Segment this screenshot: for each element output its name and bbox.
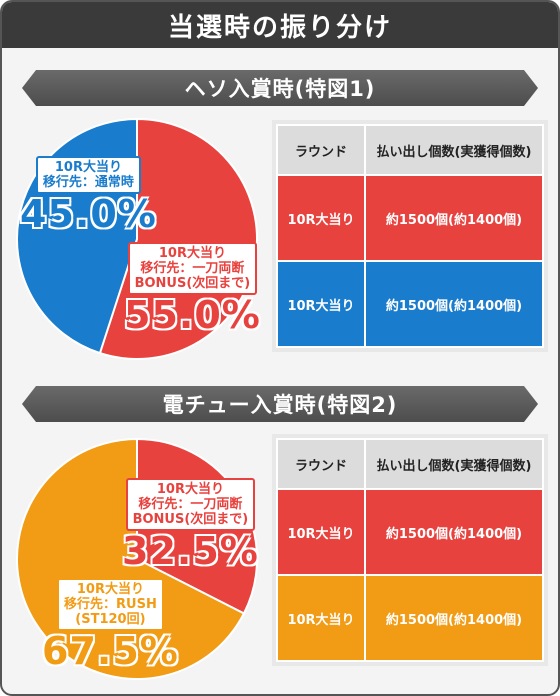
page-title: 当選時の振り分け (2, 2, 558, 48)
payout-table-1: ラウンド 払い出し個数(実獲得個数) 10R大当り 約1500個(約1400個)… (276, 124, 544, 348)
pie1-slice1-caption: 10R大当り 移行先：通常時 (35, 156, 141, 194)
pie2-slice2-line2: 移行先：RUSH (64, 597, 157, 612)
pie1-slice1-line2: 移行先：通常時 (42, 175, 134, 190)
pie1-slice1-percent: 45.0% (20, 192, 157, 236)
pie2-slice2-percent: 67.5% (42, 629, 179, 673)
table-row: 10R大当り 約1500個(約1400個) (276, 574, 544, 662)
table-row: 10R大当り 約1500個(約1400個) (276, 488, 544, 576)
payout-table-1-wrapper: ラウンド 払い出し個数(実獲得個数) 10R大当り 約1500個(約1400個)… (272, 120, 548, 352)
pie1-slice2-caption: 10R大当り 移行先：一刀両断 BONUS(次回まで) (127, 242, 258, 295)
pie1-slice2-percent: 55.0% (124, 293, 261, 337)
pie1-slice2-label: 10R大当り 移行先：一刀両断 BONUS(次回まで) 55.0% (124, 242, 261, 335)
payout-table-2-wrapper: ラウンド 払い出し個数(実獲得個数) 10R大当り 約1500個(約1400個)… (272, 434, 548, 666)
table1-row2-round: 10R大当り (276, 260, 366, 348)
section-heading-1: ヘソ入賞時(特図1) (22, 70, 538, 106)
table2-row2-payout: 約1500個(約1400個) (364, 574, 544, 662)
table2-row1-payout: 約1500個(約1400個) (364, 488, 544, 576)
table2-header-payout: 払い出し個数(実獲得個数) (364, 438, 544, 490)
pie1-slice1-label: 10R大当り 移行先：通常時 45.0% (20, 156, 157, 234)
table2-header-round: ラウンド (276, 438, 366, 490)
pie1-slice2-line2: 移行先：一刀両断 (140, 261, 245, 276)
pie1-slice2-line1: 10R大当り (158, 246, 226, 261)
table2-row1-round: 10R大当り (276, 488, 366, 576)
pie1-slice1-line1: 10R大当り (54, 160, 122, 175)
table1-header-round: ラウンド (276, 124, 366, 176)
pie2-slice1-caption: 10R大当り 移行先：一刀両断 BONUS(次回まで) (125, 478, 256, 531)
pie2-slice1-label: 10R大当り 移行先：一刀両断 BONUS(次回まで) 32.5% (122, 478, 259, 571)
pie2-slice2-line1: 10R大当り (76, 582, 144, 597)
pie2-slice2-line3: (ST120回) (75, 612, 146, 627)
table1-row1-payout: 約1500個(約1400個) (364, 174, 544, 262)
table-row: 10R大当り 約1500個(約1400個) (276, 260, 544, 348)
pie2-slice1-line2: 移行先：一刀両断 (138, 497, 243, 512)
table1-header-payout: 払い出し個数(実獲得個数) (364, 124, 544, 176)
table-row: 10R大当り 約1500個(約1400個) (276, 174, 544, 262)
pie1-slice2-line3: BONUS(次回まで) (134, 276, 251, 291)
table1-row2-payout: 約1500個(約1400個) (364, 260, 544, 348)
pie2-slice2-caption: 10R大当り 移行先：RUSH (ST120回) (57, 578, 164, 631)
section-heading-2: 電チュー入賞時(特図2) (22, 386, 538, 422)
table1-row1-round: 10R大当り (276, 174, 366, 262)
pie2-slice2-label: 10R大当り 移行先：RUSH (ST120回) 67.5% (42, 578, 179, 671)
pie2-slice1-line3: BONUS(次回まで) (132, 512, 249, 527)
pie2-slice1-line1: 10R大当り (156, 482, 224, 497)
pie2-slice1-percent: 32.5% (122, 529, 259, 573)
payout-table-2: ラウンド 払い出し個数(実獲得個数) 10R大当り 約1500個(約1400個)… (276, 438, 544, 662)
table2-row2-round: 10R大当り (276, 574, 366, 662)
